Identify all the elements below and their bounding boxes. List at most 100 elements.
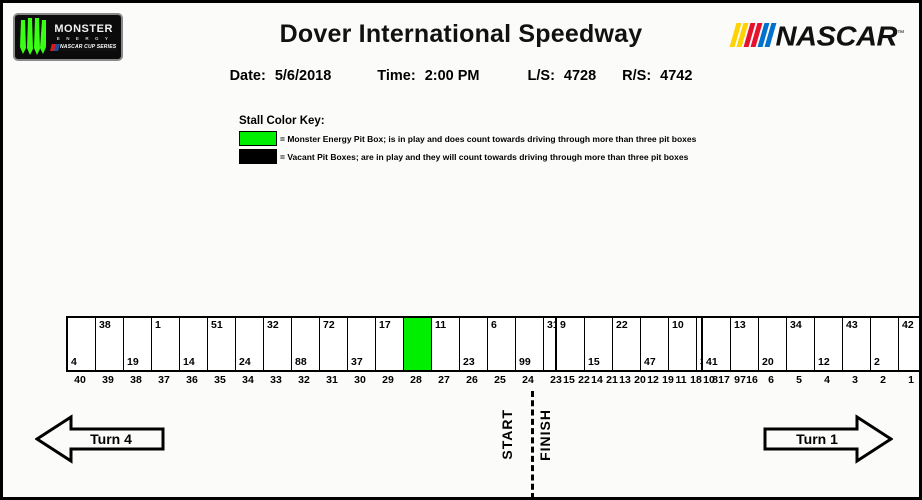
cup-series-badge: NASCAR CUP SERIES xyxy=(50,43,118,51)
car-number: 88 xyxy=(295,356,307,368)
meta-ls-value: 4728 xyxy=(563,68,597,84)
pit-stall[interactable]: 22 xyxy=(613,318,641,370)
pit-stall[interactable]: 10 xyxy=(669,318,697,370)
car-number: 11 xyxy=(435,319,447,331)
pit-position-number: 21 xyxy=(606,374,618,386)
pit-stall[interactable]: 20 xyxy=(759,318,787,370)
pit-position-number: 23 xyxy=(550,374,562,386)
pit-stall[interactable]: 12 xyxy=(815,318,843,370)
pit-position-number: 12 xyxy=(647,374,659,386)
meta-date: Date: 5/6/2018 xyxy=(230,68,332,84)
pit-stall[interactable]: 9 xyxy=(557,318,585,370)
car-number: 23 xyxy=(463,356,475,368)
pit-position-number: 40 xyxy=(74,374,86,386)
pit-stall[interactable]: 2 xyxy=(871,318,899,370)
pit-position-number: 18 xyxy=(690,374,702,386)
meta-date-value: 5/6/2018 xyxy=(274,68,332,84)
pit-position-number: 4 xyxy=(824,374,830,386)
pit-position-number: 11 xyxy=(675,374,687,386)
pit-position-number: 9 xyxy=(734,374,740,386)
pit-stall[interactable]: 72 xyxy=(320,318,348,370)
finish-label: FINISH xyxy=(537,409,553,461)
pit-stall[interactable]: 51 xyxy=(208,318,236,370)
pit-position-number: 31 xyxy=(326,374,338,386)
meta-time: Time: 2:00 PM xyxy=(377,68,479,84)
pit-stall[interactable]: 14 xyxy=(180,318,208,370)
pit-stall[interactable]: 19 xyxy=(124,318,152,370)
pit-position-number: 35 xyxy=(214,374,226,386)
pit-stall[interactable]: 32 xyxy=(264,318,292,370)
pit-stall[interactable]: 24 xyxy=(236,318,264,370)
pit-stall[interactable]: 43 xyxy=(843,318,871,370)
pit-stall-groups: 4381911451243288723717112369931552100489… xyxy=(3,316,919,396)
meta-time-label: Time: xyxy=(377,68,416,84)
car-number: 4 xyxy=(71,356,77,368)
car-number: 9 xyxy=(560,319,566,331)
nascar-logo: NASCAR™ xyxy=(729,20,904,50)
pit-position-number: 2 xyxy=(880,374,886,386)
pit-stall[interactable]: 4 xyxy=(68,318,96,370)
pit-stall[interactable]: 17 xyxy=(376,318,404,370)
car-number: 47 xyxy=(644,356,656,368)
car-number: 2 xyxy=(874,356,880,368)
car-number: 43 xyxy=(846,319,858,331)
legend-row-monster: = Monster Energy Pit Box; is in play and… xyxy=(239,131,696,146)
pit-stall[interactable]: 34 xyxy=(787,318,815,370)
nascar-wordmark: NASCAR™ xyxy=(775,22,904,50)
pit-position-number: 14 xyxy=(591,374,603,386)
pit-stall[interactable] xyxy=(404,318,432,370)
arrow-right-icon xyxy=(763,414,894,464)
pit-position-number: 16 xyxy=(746,374,758,386)
pit-position-number: 32 xyxy=(298,374,310,386)
pit-position-number: 3 xyxy=(852,374,858,386)
pit-stall[interactable]: 6 xyxy=(488,318,516,370)
car-number: 6 xyxy=(491,319,497,331)
car-number: 20 xyxy=(762,356,774,368)
pit-stall[interactable]: 37 xyxy=(348,318,376,370)
pit-position-number: 28 xyxy=(410,374,422,386)
car-number: 38 xyxy=(99,319,111,331)
pit-stall[interactable]: 1 xyxy=(152,318,180,370)
pit-position-number: 19 xyxy=(662,374,674,386)
pit-stall[interactable]: 41 xyxy=(703,318,731,370)
pit-stall[interactable]: 11 xyxy=(432,318,460,370)
meta-left-side: L/S: 4728 xyxy=(528,68,597,84)
pit-stall-group: 41 13 20 34 12 43 2 42 xyxy=(701,316,919,372)
pit-stall-area: 4381911451243288723717112369931552100489… xyxy=(3,316,919,396)
meta-time-value: 2:00 PM xyxy=(424,68,480,84)
legend-row-vacant: = Vacant Pit Boxes; are in play and they… xyxy=(239,149,696,164)
monster-claw-icon xyxy=(20,18,46,55)
car-number: 17 xyxy=(379,319,391,331)
pit-stall[interactable]: 47 xyxy=(641,318,669,370)
pit-stall[interactable]: 23 xyxy=(460,318,488,370)
car-number: 34 xyxy=(790,319,802,331)
car-number: 37 xyxy=(351,356,363,368)
pit-position-number: 10 xyxy=(703,374,715,386)
pit-stall[interactable]: 38 xyxy=(96,318,124,370)
pit-position-number: 26 xyxy=(466,374,478,386)
pit-position-number: 39 xyxy=(102,374,114,386)
pit-position-number: 38 xyxy=(130,374,142,386)
pit-position-row: 8 7 6 5 4 3 2 1 xyxy=(701,374,919,386)
pit-position-number: 33 xyxy=(270,374,282,386)
pit-stall[interactable]: 99 xyxy=(516,318,544,370)
meta-rs-label: R/S: xyxy=(622,68,652,84)
pit-position-number: 22 xyxy=(578,374,590,386)
pit-stall[interactable]: 15 xyxy=(585,318,613,370)
pit-position-number: 36 xyxy=(186,374,198,386)
pit-stall[interactable]: 88 xyxy=(292,318,320,370)
car-number: 1 xyxy=(155,319,161,331)
pit-position-number: 7 xyxy=(740,374,746,386)
pit-position-number: 37 xyxy=(158,374,170,386)
car-number: 12 xyxy=(818,356,830,368)
car-number: 22 xyxy=(616,319,628,331)
monster-energy-logo: MONSTER E N E R G Y NASCAR CUP SERIES xyxy=(13,13,123,61)
pit-stall[interactable]: 13 xyxy=(731,318,759,370)
pit-position-number: 17 xyxy=(718,374,730,386)
monster-wordmark: MONSTER xyxy=(54,22,113,35)
pit-stall[interactable]: 42 xyxy=(899,318,919,370)
pit-position-number: 8 xyxy=(712,374,718,386)
stall-color-key: Stall Color Key: = Monster Energy Pit Bo… xyxy=(239,115,696,167)
car-number: 32 xyxy=(267,319,279,331)
pit-position-row: 40 39 38 37 36 35 34 33 32 31 30 29 28 27 26 25 24 23 22 21… xyxy=(66,374,766,386)
